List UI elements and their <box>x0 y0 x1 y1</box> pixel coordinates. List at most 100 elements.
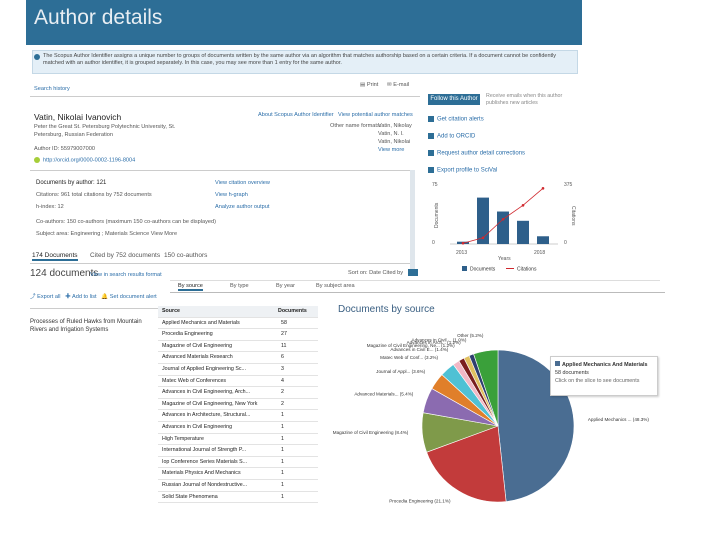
tab-by-source[interactable]: By source <box>178 283 203 291</box>
table-row[interactable]: Advances in Civil Engineering, Arch... 2 <box>158 387 318 399</box>
source-name: International Journal of Strength P... <box>162 447 247 454</box>
table-row[interactable]: Solid State Phenomena 1 <box>158 492 318 504</box>
add-to-list-button[interactable]: ✚ Add to list <box>65 294 97 300</box>
author-id-notice: The Scopus Author Identifier assigns a u… <box>32 50 578 74</box>
source-name: High Temperature <box>162 435 205 442</box>
h-graph-link[interactable]: View h-graph <box>215 192 248 198</box>
bell-icon <box>428 116 434 122</box>
source-name: Solid State Phenomena <box>162 493 218 500</box>
table-row[interactable]: Magazine of Civil Engineering 11 <box>158 341 318 353</box>
table-row[interactable]: Journal of Applied Engineering Sc... 3 <box>158 364 318 376</box>
document-title-link[interactable]: Processes of Ruled Hawks from Mountain R… <box>30 319 142 333</box>
citation-overview-link[interactable]: View citation overview <box>215 180 270 186</box>
source-name: Russian Journal of Nondestructive... <box>162 481 248 488</box>
x-label: Years <box>498 256 511 262</box>
sort-control[interactable]: Sort on: Date Cited by <box>348 270 404 276</box>
print-icon: ▤ <box>360 82 367 88</box>
legend-swatch-documents <box>462 266 467 271</box>
y-left-max: 75 <box>432 182 438 188</box>
source-name: Advances in Architecture, Structural... <box>162 412 251 419</box>
table-row[interactable]: Magazine of Civil Engineering, New York 2 <box>158 399 318 411</box>
follow-author-button[interactable]: Follow this Author <box>428 94 480 105</box>
documents-bar-2015 <box>497 211 509 244</box>
table-row[interactable]: Iop Conference Series Materials S... 1 <box>158 457 318 469</box>
citations-point-2013 <box>461 241 465 245</box>
source-count: 3 <box>281 365 284 372</box>
table-row[interactable]: Advances in Civil Engineering 1 <box>158 422 318 434</box>
table-row[interactable]: Advances in Architecture, Structural... 1 <box>158 410 318 422</box>
y-left-zero: 0 <box>432 240 435 246</box>
document-toolbar: ⤴ Export all ✚ Add to list 🔔 Set documen… <box>30 292 157 300</box>
citation-alerts-link[interactable]: Get citation alerts <box>428 116 484 123</box>
pie-label-1: Procedia Engineering (21.1%) <box>389 498 451 503</box>
notice-text: The Scopus Author Identifier assigns a u… <box>43 53 557 66</box>
legend-documents: Documents <box>470 267 496 273</box>
pie-label-3: Advanced Materials... (5.4%) <box>354 392 413 397</box>
other-name-2: Vatin, N. I. <box>378 131 404 137</box>
h-index: h-index: 12 <box>36 204 64 210</box>
source-name: Procedia Engineering <box>162 331 213 338</box>
potential-matches-link[interactable]: View potential author matches <box>338 112 413 118</box>
search-results-format-link[interactable]: View in search results format <box>90 272 162 278</box>
export-all-button[interactable]: ⤴ Export all <box>30 294 61 300</box>
table-row[interactable]: International Journal of Strength P... 1 <box>158 445 318 457</box>
tab-by-year[interactable]: By year <box>276 283 295 289</box>
about-author-id-link[interactable]: About Scopus Author Identifier <box>258 112 334 118</box>
docs-count-heading: 124 documents <box>30 268 99 279</box>
tooltip-hint: Click on the slice to see documents <box>555 378 640 384</box>
tab-by-type[interactable]: By type <box>230 283 249 289</box>
table-row[interactable]: Advanced Materials Research 6 <box>158 352 318 364</box>
tab-cited-by[interactable]: Cited by 752 documents <box>90 252 161 259</box>
bell-icon: 🔔 <box>101 294 110 300</box>
author-affiliation: Peter the Great St. Petersburg Polytechn… <box>34 124 176 138</box>
table-row[interactable]: Procedia Engineering 27 <box>158 329 318 341</box>
email-button[interactable]: ✉ E-mail <box>387 82 410 88</box>
panel-separator <box>410 170 415 270</box>
search-history-link[interactable]: Search history <box>34 86 70 92</box>
divider <box>30 308 158 309</box>
table-row[interactable]: Matec Web of Conferences 4 <box>158 376 318 388</box>
sort-dropdown-icon[interactable] <box>408 269 418 276</box>
y-right-max: 375 <box>564 182 573 188</box>
other-name-1: Vatin, Nikolay <box>378 123 412 129</box>
legend-citations: Citations <box>517 267 537 273</box>
add-orcid-link[interactable]: Add to ORCID <box>428 133 475 140</box>
analyze-output-link[interactable]: Analyze author output <box>215 204 270 210</box>
table-row[interactable]: Russian Journal of Nondestructive... 1 <box>158 480 318 492</box>
pie-label-2: Magazine of Civil Engineering (8.4%) <box>333 430 409 435</box>
source-name: Materials Physics And Mechanics <box>162 470 241 477</box>
coauthors-text: Co-authors: 150 co-authors (maximum 150 … <box>36 219 217 225</box>
table-header: Source Documents <box>158 306 318 318</box>
other-name-3: Vatin, Nikolai <box>378 139 411 145</box>
source-name: Applied Mechanics and Materials <box>162 319 240 326</box>
document-alert-button[interactable]: 🔔 Set document alert <box>101 294 157 300</box>
source-name: Magazine of Civil Engineering <box>162 342 233 349</box>
tab-by-subject[interactable]: By subject area <box>316 283 355 289</box>
source-count: 6 <box>281 354 284 361</box>
export-scival-link[interactable]: Export profile to SciVal <box>428 167 497 174</box>
table-row[interactable]: Applied Mechanics and Materials 58 <box>158 318 318 330</box>
follow-hint: Receive emails when this author publishe… <box>486 93 563 106</box>
tab-documents[interactable]: 174 Documents <box>32 252 78 261</box>
source-count: 1 <box>281 470 284 477</box>
source-name: Advanced Materials Research <box>162 354 233 361</box>
citations-count: Citations: 961 total citations by 752 do… <box>36 192 152 198</box>
source-name: Matec Web of Conferences <box>162 377 227 384</box>
col-source[interactable]: Source <box>162 308 180 314</box>
view-more-names-link[interactable]: View more <box>378 147 405 153</box>
source-count: 1 <box>281 435 284 442</box>
citations-point-2016 <box>521 204 525 207</box>
slice-tooltip: Applied Mechanics And Materials 58 docum… <box>550 356 658 396</box>
page-header <box>26 0 582 45</box>
tab-coauthors[interactable]: 150 co-authors <box>164 252 208 259</box>
y-right-label: Citations <box>570 206 576 226</box>
request-corrections-link[interactable]: Request author detail corrections <box>428 150 525 157</box>
col-documents[interactable]: Documents <box>278 308 307 314</box>
edit-icon <box>428 150 434 156</box>
divider <box>30 170 410 171</box>
table-row[interactable]: Materials Physics And Mechanics 1 <box>158 468 318 480</box>
orcid-link[interactable]: http://orcid.org/0000-0002-1196-8004 <box>34 157 135 163</box>
print-button[interactable]: ▤ Print <box>360 82 379 88</box>
table-row[interactable]: High Temperature 1 <box>158 434 318 446</box>
pie-label-8: Advances in Arch... (1.2%) <box>407 340 462 345</box>
